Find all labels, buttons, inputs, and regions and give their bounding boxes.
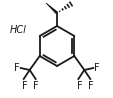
Text: F: F bbox=[76, 81, 81, 91]
Text: HCl: HCl bbox=[10, 25, 27, 35]
Text: F: F bbox=[22, 81, 27, 91]
Text: H$_2$N: H$_2$N bbox=[22, 0, 44, 2]
Text: F: F bbox=[33, 81, 38, 91]
Text: F: F bbox=[14, 63, 20, 73]
Text: F: F bbox=[87, 81, 92, 91]
Text: F: F bbox=[93, 63, 99, 73]
Polygon shape bbox=[45, 3, 58, 14]
